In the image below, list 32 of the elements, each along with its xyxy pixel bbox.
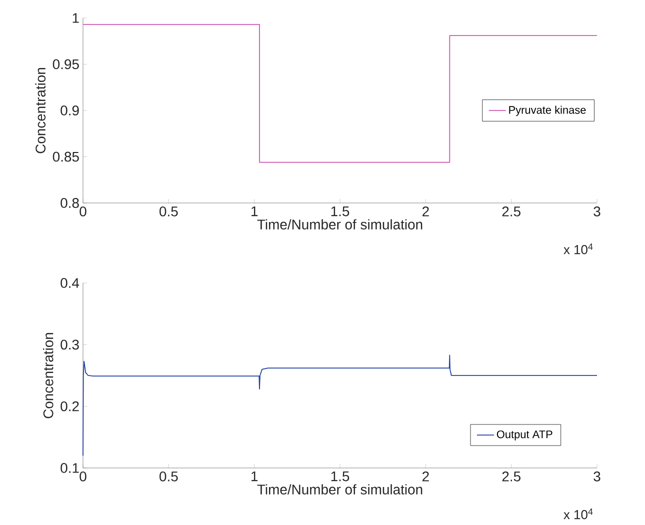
x-tick-label: 0 [80,471,86,482]
text: x 10$^{4}$ [564,244,593,254]
legend-label: Output ATP [496,430,552,440]
y-tick-label: 0.4 [60,278,80,288]
y-tick-label: 0.85 [52,152,79,162]
y-tick-label: 0.95 [52,59,79,70]
x-tick-label: 1.5 [331,206,350,216]
x-tick-label: 1.5 [331,472,350,482]
legend-label: Pyruvate kinase [509,106,586,116]
x-axis-title: Time/Number of simulation [257,484,422,494]
x-tick-label: 0.5 [160,471,178,482]
y-tick-label: 0.9 [60,106,79,116]
x-tick-label: 2.5 [502,206,520,216]
x-tick-label: 2 [422,471,429,482]
y-tick-label: 0.2 [60,401,79,412]
y-tick-label: 0.8 [60,198,79,208]
x-tick-label: 0.5 [160,206,178,216]
x-tick-label: 0 [80,206,86,216]
line-series [82,354,598,456]
x-tick-label: 2 [422,206,429,216]
y-axis-title: Concentration [43,332,54,418]
x-axis-title: Time/Number of simulation [257,219,422,230]
y-tick-label: 0.3 [60,340,79,350]
y-tick-label: 1 [72,13,79,23]
x-tick-label: 3 [594,206,600,216]
x-tick-label: 1 [252,206,258,216]
text: x 10$^{4}$ [564,508,593,520]
x-tick-label: 2.5 [502,471,520,482]
y-tick-label: 0.1 [60,463,79,473]
x-tick-label: 1 [252,472,258,482]
x-tick-label: 3 [594,471,600,482]
y-axis-title: Concentration [35,68,46,154]
